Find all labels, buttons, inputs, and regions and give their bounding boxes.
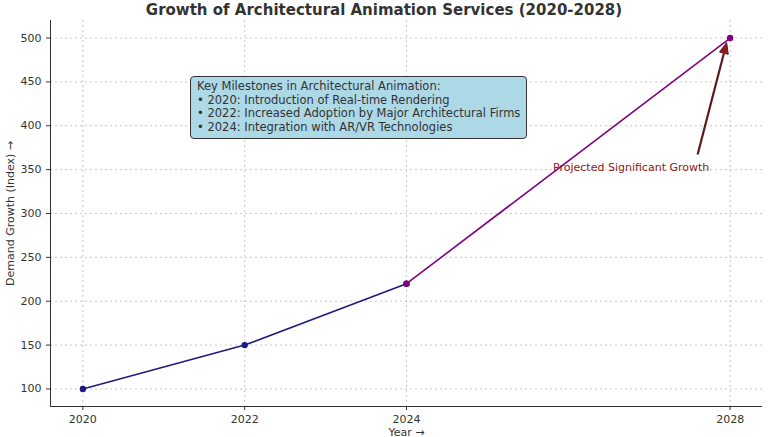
svg-text:Demand Growth (Index) →: Demand Growth (Index) →	[4, 141, 17, 286]
html-text:Key Milestones in Architectura: Key Milestones in Architectural Animatio…	[197, 79, 441, 93]
svg-text:2028: 2028	[716, 413, 744, 426]
svg-text:Projected Significant Growth: Projected Significant Growth	[553, 161, 709, 174]
svg-text:200: 200	[21, 295, 42, 308]
svg-text:350: 350	[21, 163, 42, 176]
html-text:Growth of Architectural Animat: Growth of Architectural Animation Servic…	[145, 1, 623, 19]
svg-text:2020: 2020	[69, 413, 97, 426]
svg-text:500: 500	[21, 32, 42, 45]
svg-text:2024: 2024	[393, 413, 421, 426]
svg-text:2022: 2022	[231, 413, 259, 426]
svg-text:400: 400	[21, 119, 42, 132]
svg-text:Year →: Year →	[387, 426, 424, 437]
html-text:• 2022: Increased Adoption by: • 2022: Increased Adoption by Major Arch…	[197, 106, 521, 120]
svg-text:450: 450	[21, 75, 42, 88]
html-text:• 2020: Introduction of Real-t: • 2020: Introduction of Real-time Render…	[197, 92, 450, 107]
svg-text:100: 100	[21, 382, 42, 395]
svg-text:300: 300	[21, 207, 42, 220]
html-text:• 2024: Integration with AR/VR: • 2024: Integration with AR/VR Technolog…	[197, 119, 453, 134]
svg-text:250: 250	[21, 251, 42, 264]
svg-text:150: 150	[21, 339, 42, 352]
